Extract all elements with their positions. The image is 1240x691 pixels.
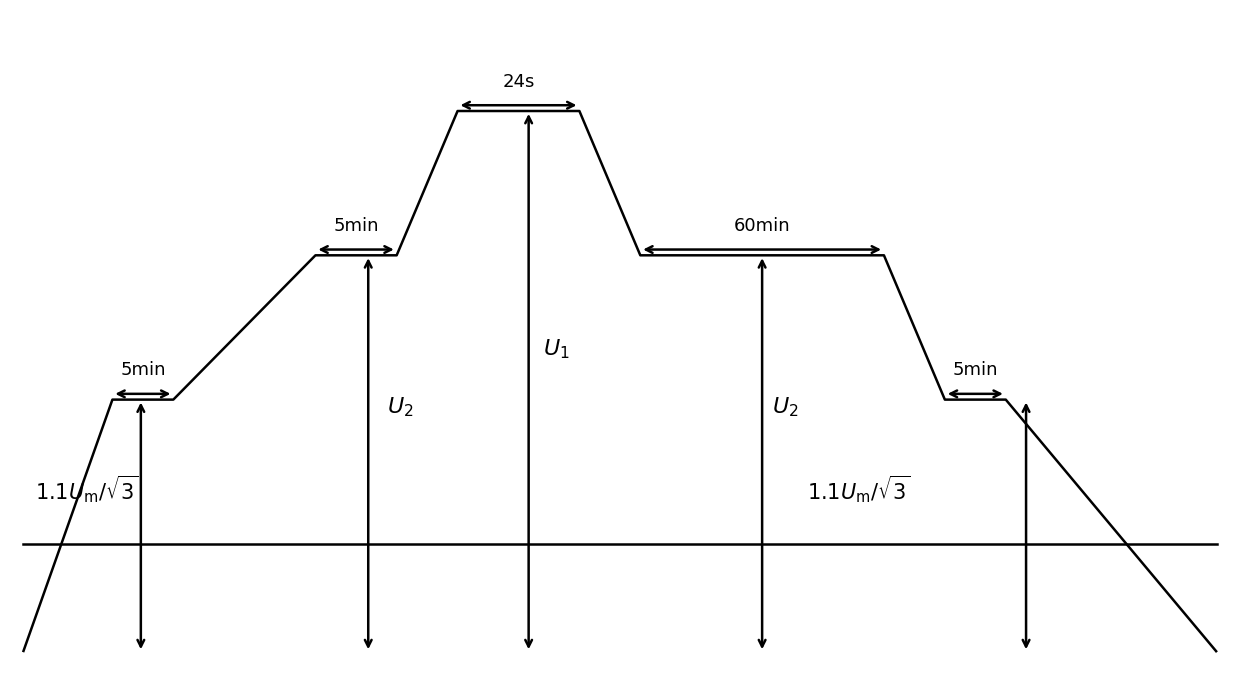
Text: 5min: 5min [120, 361, 166, 379]
Text: $U_2$: $U_2$ [773, 395, 799, 419]
Text: 60min: 60min [734, 217, 790, 235]
Text: $U_1$: $U_1$ [543, 337, 569, 361]
Text: 24s: 24s [502, 73, 534, 91]
Text: $1.1U_{\rm m}/\sqrt{3}$: $1.1U_{\rm m}/\sqrt{3}$ [35, 473, 139, 505]
Text: 5min: 5min [952, 361, 998, 379]
Text: $1.1U_{\rm m}/\sqrt{3}$: $1.1U_{\rm m}/\sqrt{3}$ [807, 473, 910, 505]
Text: 5min: 5min [334, 217, 378, 235]
Text: $U_2$: $U_2$ [387, 395, 413, 419]
